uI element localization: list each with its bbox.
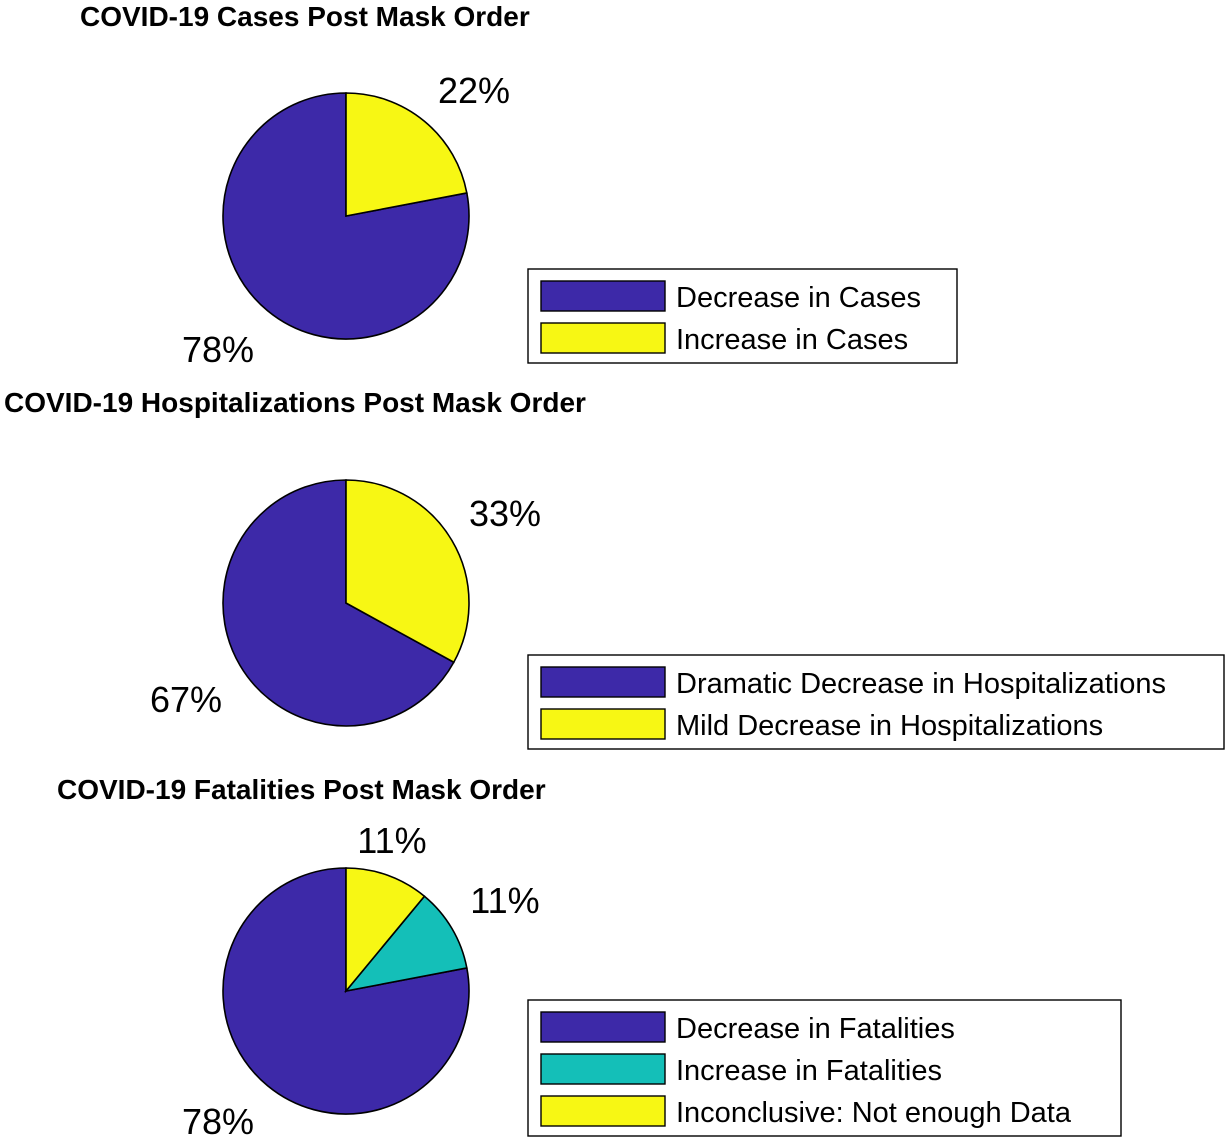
pie-slice <box>345 867 426 994</box>
legend-entry-label: Mild Decrease in Hospitalizations <box>676 710 1103 742</box>
legend-swatch <box>540 280 666 312</box>
legend-entry-label: Increase in Cases <box>676 324 908 356</box>
pie-slice <box>345 479 470 664</box>
slice-percent-label: 22% <box>438 70 510 111</box>
pie-slice <box>222 479 455 727</box>
slice-percent-label: 11% <box>470 880 539 921</box>
cases-pie-chart: COVID-19 Cases Post Mask Order 78% 22% Dec… <box>80 1 958 370</box>
legend-entry-label: Inconclusive: Not enough Data <box>676 1097 1072 1129</box>
legend-entry-label: Decrease in Cases <box>676 282 921 314</box>
legend-swatch <box>540 1053 666 1085</box>
legend-entry-label: Increase in Fatalities <box>676 1055 942 1087</box>
hospitalizations-chart-title: COVID-19 Hospitalizations Post Mask Orde… <box>4 387 586 418</box>
pie-slice <box>345 92 468 217</box>
pie-slice <box>343 895 468 993</box>
slice-percent-label: 33% <box>469 493 541 534</box>
cases-chart-title: COVID-19 Cases Post Mask Order <box>80 1 530 32</box>
slice-percent-label: 67% <box>150 679 222 720</box>
legend-swatch <box>540 708 666 740</box>
slice-percent-label: 11% <box>357 820 426 861</box>
slice-percent-label: 78% <box>182 1101 254 1142</box>
legend-swatch <box>540 1011 666 1043</box>
legend-swatch <box>540 322 666 354</box>
legend-entry-label: Decrease in Fatalities <box>676 1013 955 1045</box>
fatalities-pie-chart: COVID-19 Fatalities Post Mask Order 78% 1… <box>57 774 1122 1142</box>
legend-entry-label: Dramatic Decrease in Hospitalizations <box>676 668 1166 700</box>
legend-swatch <box>540 1095 666 1127</box>
hospitalizations-pie-chart: COVID-19 Hospitalizations Post Mask Orde… <box>4 387 1225 750</box>
fatalities-chart-title: COVID-19 Fatalities Post Mask Order <box>57 774 546 805</box>
legend-swatch <box>540 666 666 698</box>
slice-percent-label: 78% <box>182 329 254 370</box>
